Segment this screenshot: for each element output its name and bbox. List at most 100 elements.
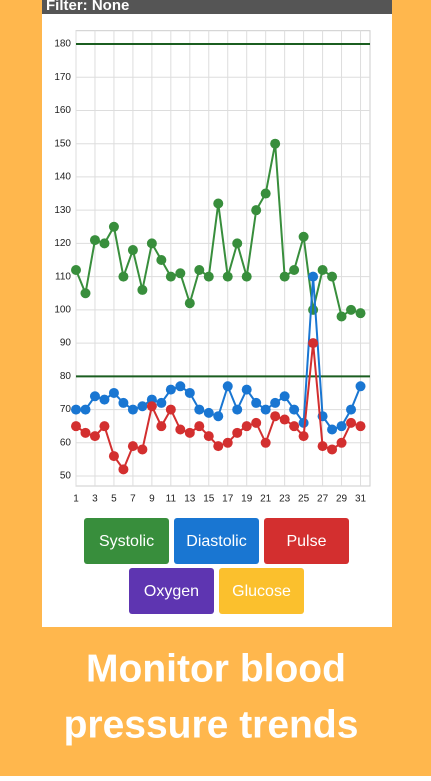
- data-point: [308, 271, 319, 282]
- x-tick-label: 3: [92, 494, 98, 505]
- data-point: [146, 401, 157, 412]
- data-point: [260, 437, 271, 448]
- y-tick-label: 50: [60, 471, 72, 482]
- data-point: [89, 391, 100, 402]
- data-point: [118, 271, 129, 282]
- data-point: [99, 394, 110, 405]
- data-point: [137, 284, 148, 295]
- filter-button[interactable]: Pulse: [264, 518, 349, 564]
- data-point: [279, 271, 290, 282]
- data-point: [80, 427, 91, 438]
- data-point: [118, 397, 129, 408]
- data-point: [194, 264, 205, 275]
- data-point: [232, 238, 243, 249]
- button-label: Diastolic: [186, 533, 246, 550]
- data-point: [308, 338, 319, 349]
- data-point: [270, 411, 281, 422]
- data-point: [213, 441, 224, 452]
- data-point: [355, 381, 366, 392]
- x-tick-label: 11: [166, 494, 177, 505]
- data-point: [156, 397, 167, 408]
- data-point: [213, 411, 224, 422]
- data-point: [80, 288, 91, 299]
- data-point: [108, 451, 119, 462]
- data-point: [184, 387, 195, 398]
- filter-button[interactable]: Oxygen: [129, 568, 214, 614]
- data-point: [336, 437, 347, 448]
- data-point: [317, 441, 328, 452]
- data-point: [175, 381, 186, 392]
- data-point: [260, 188, 271, 199]
- data-point: [175, 424, 186, 435]
- button-bg: [84, 518, 169, 564]
- data-point: [327, 424, 338, 435]
- filter-button[interactable]: Systolic: [84, 518, 169, 564]
- data-point: [137, 444, 148, 455]
- data-point: [327, 444, 338, 455]
- data-point: [194, 404, 205, 415]
- data-point: [213, 198, 224, 209]
- button-label: Oxygen: [144, 583, 199, 600]
- data-point: [346, 404, 357, 415]
- button-bg: [219, 568, 304, 614]
- data-point: [308, 304, 319, 315]
- data-point: [127, 404, 138, 415]
- data-point: [355, 308, 366, 319]
- filter-label: Filter: None: [46, 0, 129, 14]
- data-point: [279, 391, 290, 402]
- data-point: [203, 271, 214, 282]
- x-tick-label: 21: [260, 494, 272, 505]
- x-tick-label: 13: [184, 494, 196, 505]
- data-point: [289, 421, 300, 432]
- button-bg: [129, 568, 214, 614]
- caption: pressure trends: [64, 703, 359, 746]
- data-point: [317, 264, 328, 275]
- data-point: [118, 464, 129, 475]
- y-tick-label: 180: [54, 39, 71, 50]
- data-point: [336, 421, 347, 432]
- data-point: [203, 407, 214, 418]
- button-bg: [264, 518, 349, 564]
- data-point: [241, 384, 252, 395]
- y-tick-label: 60: [60, 437, 72, 448]
- data-point: [241, 271, 252, 282]
- data-point: [222, 437, 233, 448]
- data-point: [156, 255, 167, 266]
- data-point: [165, 404, 176, 415]
- y-tick-label: 110: [55, 271, 71, 282]
- data-point: [241, 421, 252, 432]
- data-point: [127, 245, 138, 256]
- data-point: [146, 238, 157, 249]
- data-point: [327, 271, 338, 282]
- data-point: [137, 401, 148, 412]
- x-tick-label: 25: [298, 494, 310, 505]
- x-tick-label: 23: [279, 494, 291, 505]
- filter-bar: [42, 0, 392, 14]
- x-tick-label: 31: [355, 494, 367, 505]
- y-tick-label: 80: [60, 371, 72, 382]
- data-point: [71, 264, 81, 275]
- x-tick-label: 9: [149, 494, 155, 505]
- data-point: [232, 404, 243, 415]
- x-tick-label: 19: [241, 494, 253, 505]
- data-point: [222, 381, 233, 392]
- filter-button[interactable]: Glucose: [219, 568, 304, 614]
- data-point: [203, 431, 214, 442]
- x-tick-label: 27: [317, 494, 329, 505]
- y-tick-label: 120: [54, 238, 71, 249]
- filter-button[interactable]: Diastolic: [174, 518, 259, 564]
- data-point: [270, 397, 281, 408]
- data-point: [194, 421, 205, 432]
- data-point: [232, 427, 243, 438]
- y-tick-label: 130: [54, 205, 71, 216]
- x-tick-label: 1: [73, 494, 79, 505]
- data-point: [260, 404, 271, 415]
- y-tick-label: 150: [54, 138, 71, 149]
- data-point: [355, 421, 366, 432]
- data-point: [270, 138, 281, 149]
- data-point: [71, 421, 81, 432]
- data-point: [346, 304, 357, 315]
- y-tick-label: 140: [54, 172, 71, 183]
- data-point: [184, 298, 195, 309]
- data-point: [346, 417, 357, 428]
